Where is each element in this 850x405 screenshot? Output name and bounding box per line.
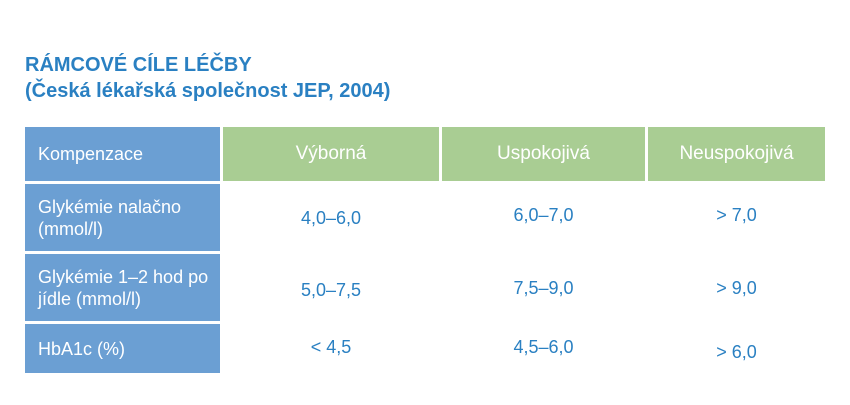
row-header-postprandial-glycemia: Glykémie 1–2 hod po jídle (mmol/l) [25, 254, 220, 321]
table-cell: 7,5–9,0 [513, 277, 574, 298]
compensation-table: Kompenzace Výborná Uspokojivá Neuspokoji… [25, 127, 825, 373]
column-header-excellent: Výborná [223, 127, 439, 181]
title-line-1: RÁMCOVÉ CÍLE LÉČBY [25, 54, 252, 76]
table-cell: 6,0–7,0 [513, 205, 574, 225]
title-line-2: (Česká lékařská společnost JEP, 2004) [25, 80, 391, 102]
column-header-unsatisfactory: Neuspokojivá [648, 127, 825, 181]
table-cell: > 7,0 [716, 205, 757, 225]
table-cell: 4,0–6,0 [300, 207, 362, 228]
row-header-fasting-glycemia: Glykémie nalačno (mmol/l) [25, 184, 220, 251]
page-title: RÁMCOVÉ CÍLE LÉČBY (Česká lékařská spole… [25, 52, 390, 104]
table-corner-header: Kompenzace [25, 127, 220, 181]
table-cell: 5,0–7,5 [300, 279, 362, 300]
table-cell: > 9,0 [716, 277, 757, 298]
column-header-satisfactory: Uspokojivá [442, 127, 645, 181]
table-cell: > 6,0 [716, 342, 757, 362]
table-cell: 4,5–6,0 [513, 337, 574, 357]
table-cell: < 4,5 [310, 337, 352, 357]
row-header-hba1c: HbA1c (%) [25, 324, 220, 373]
